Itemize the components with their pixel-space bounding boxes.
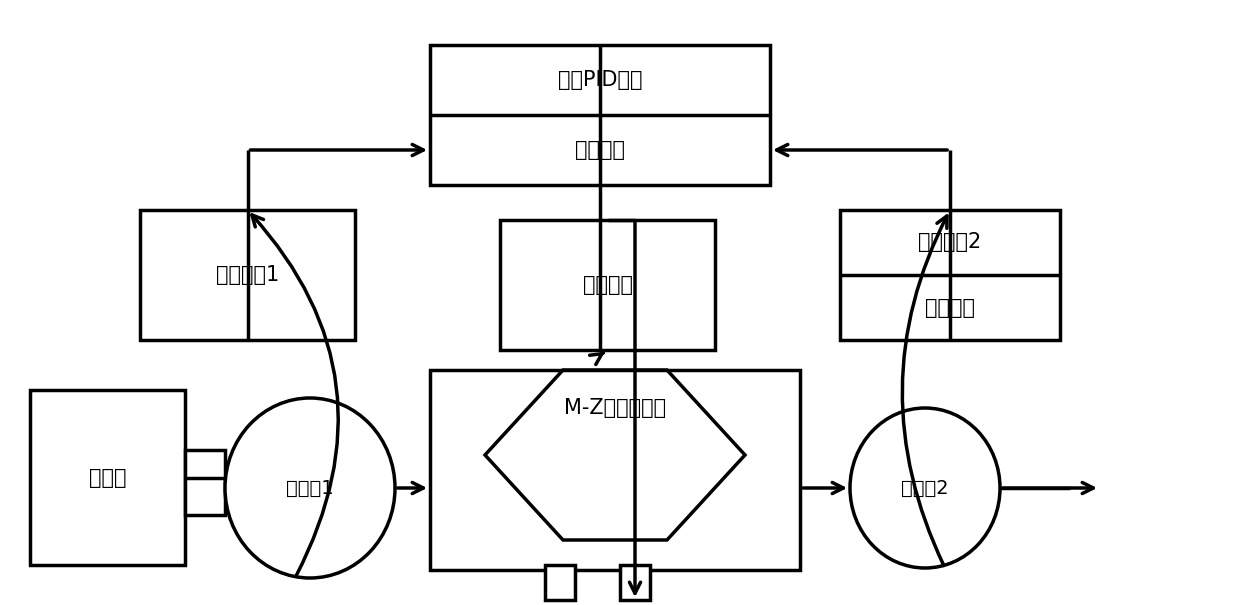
Bar [185,450,224,515]
Text: 模糊PID算法: 模糊PID算法 [558,70,642,90]
Text: 偏压驱动: 偏压驱动 [583,275,632,295]
Bar [500,220,715,350]
Text: 监测通道1: 监测通道1 [216,265,279,285]
Text: 监测通道2: 监测通道2 [919,232,982,252]
Ellipse shape [224,398,396,578]
Bar [620,565,650,600]
Text: 校准算法: 校准算法 [575,140,625,160]
Bar [546,565,575,600]
Bar [430,45,770,185]
Text: 分束器1: 分束器1 [286,479,334,497]
Bar [30,390,185,565]
Text: 激光器: 激光器 [89,468,126,488]
Bar [430,370,800,570]
Text: M-Z电光调制器: M-Z电光调制器 [564,398,666,418]
Bar [140,210,355,340]
Text: 校准通道: 校准通道 [925,298,975,318]
Bar [839,210,1060,340]
Ellipse shape [849,408,999,568]
Text: 分束器2: 分束器2 [901,479,949,497]
